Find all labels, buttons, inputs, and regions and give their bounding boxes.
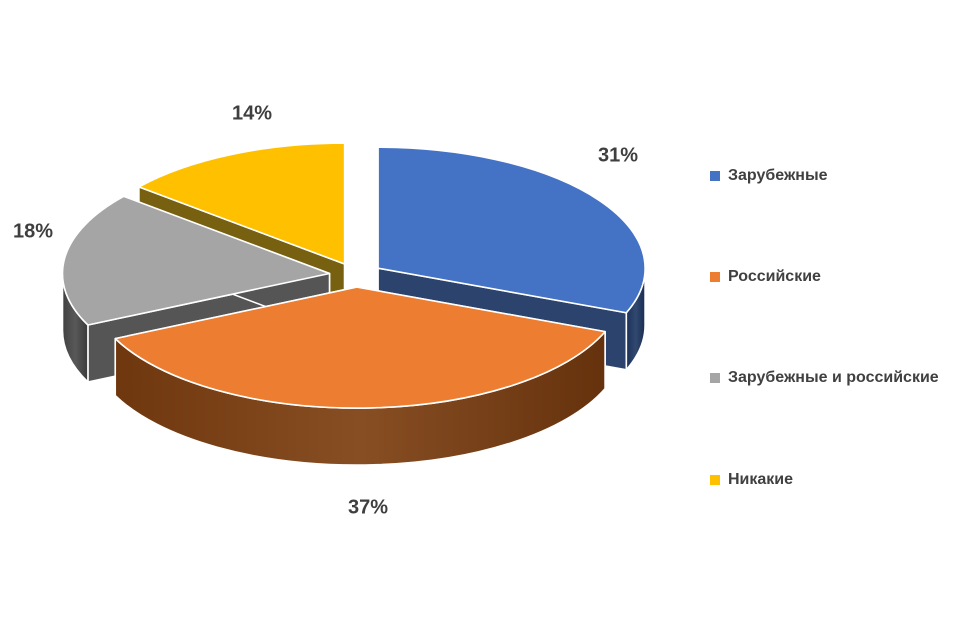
legend-color-swatch (710, 171, 720, 181)
data-label-2: 18% (12, 220, 54, 243)
slice-top-face (138, 142, 346, 265)
legend-label: Российские (728, 268, 821, 285)
data-label-3: 14% (231, 102, 273, 125)
slice-top-face (377, 146, 646, 314)
legend-color-swatch (710, 373, 720, 383)
legend-color-swatch (710, 475, 720, 485)
legend-item-1[interactable]: Российские (710, 264, 821, 290)
legend-color-swatch (710, 272, 720, 282)
legend-item-3[interactable]: Никакие (710, 467, 793, 493)
pie-slice-1[interactable] (114, 286, 606, 466)
legend-label: Зарубежные (728, 167, 828, 184)
legend-label: Никакие (728, 471, 794, 488)
legend-item-2[interactable]: Зарубежные и российские (710, 365, 939, 391)
data-label-1: 37% (347, 496, 389, 519)
legend-item-0[interactable]: Зарубежные (710, 163, 828, 189)
slice-top-face (114, 286, 606, 409)
data-label-0: 31% (597, 144, 639, 167)
slice-top-face (61, 195, 331, 326)
legend-label: Зарубежные и российские (728, 369, 939, 386)
